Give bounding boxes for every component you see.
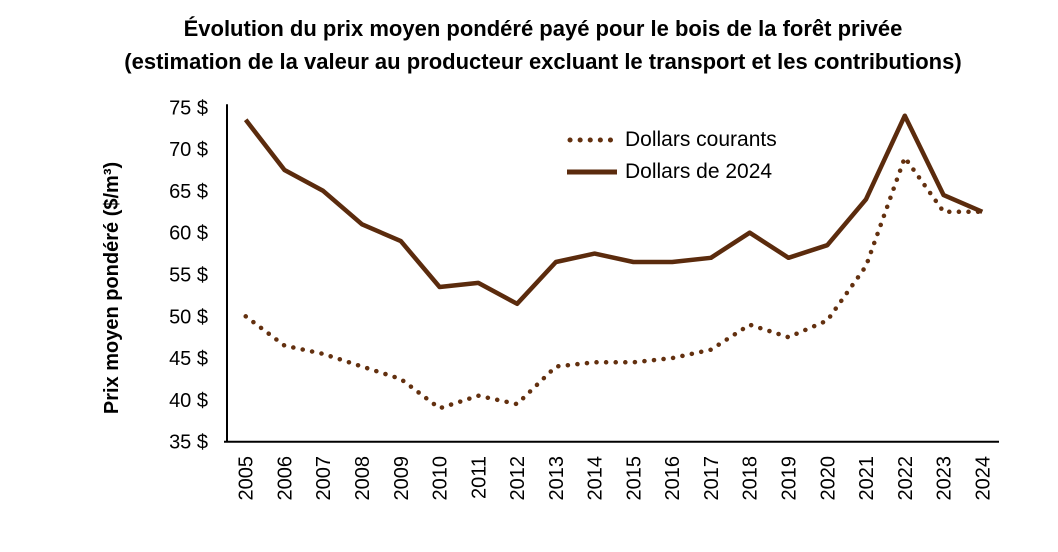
x-tick-label: 2006	[274, 456, 296, 501]
y-tick-label: 35 $	[169, 432, 208, 454]
solid-line-swatch-icon	[567, 169, 617, 175]
legend-label-dollars-2024: Dollars de 2024	[625, 160, 773, 183]
legend-item-dollars-2024: Dollars de 2024	[566, 156, 777, 188]
x-tick-label: 2024	[972, 456, 994, 501]
legend: Dollars courants Dollars de 2024	[566, 124, 777, 188]
x-tick-label: 2023	[934, 456, 956, 501]
x-tick-label: 2013	[546, 456, 568, 501]
x-tick-label: 2011	[468, 456, 490, 499]
x-tick-label: 2022	[895, 456, 917, 501]
y-tick-label: 60 $	[169, 223, 208, 245]
legend-label-dollars-courants: Dollars courants	[625, 128, 777, 151]
x-tick-label: 2010	[430, 456, 452, 501]
y-tick-label: 70 $	[169, 139, 208, 161]
dotted-line-swatch-icon	[567, 137, 618, 143]
y-tick-label: 50 $	[169, 306, 208, 328]
x-tick-label: 2009	[391, 456, 413, 501]
x-tick-label: 2020	[817, 456, 839, 501]
series-line-dotted	[243, 155, 985, 411]
x-tick-label: 2015	[623, 456, 645, 501]
x-tick-label: 2017	[701, 456, 723, 501]
x-tick-label: 2021	[856, 456, 878, 501]
chart-title-line2: (estimation de la valeur au producteur e…	[124, 49, 962, 74]
y-tick-label: 65 $	[169, 181, 208, 203]
y-tick-label: 55 $	[169, 265, 208, 287]
x-tick-label: 2018	[740, 456, 762, 501]
chart-title-line1: Évolution du prix moyen pondéré payé pou…	[183, 16, 903, 41]
y-axis-title: Prix moyen pondéré ($/m³)	[101, 162, 123, 414]
chart-title: Évolution du prix moyen pondéré payé pou…	[14, 12, 1058, 78]
y-tick-label: 40 $	[169, 390, 208, 412]
y-tick-label: 45 $	[169, 348, 208, 370]
x-tick-label: 2014	[585, 456, 607, 501]
x-tick-label: 2019	[778, 456, 800, 501]
x-tick-label: 2008	[352, 456, 374, 501]
legend-item-dollars-courants: Dollars courants	[566, 124, 777, 156]
x-tick-label: 2016	[662, 456, 684, 501]
x-tick-label: 2012	[507, 456, 529, 501]
series-line-solid	[243, 113, 984, 307]
y-tick-label: 75 $	[169, 97, 208, 119]
x-tick-label: 2007	[313, 456, 335, 501]
x-tick-label: 2005	[236, 456, 258, 501]
